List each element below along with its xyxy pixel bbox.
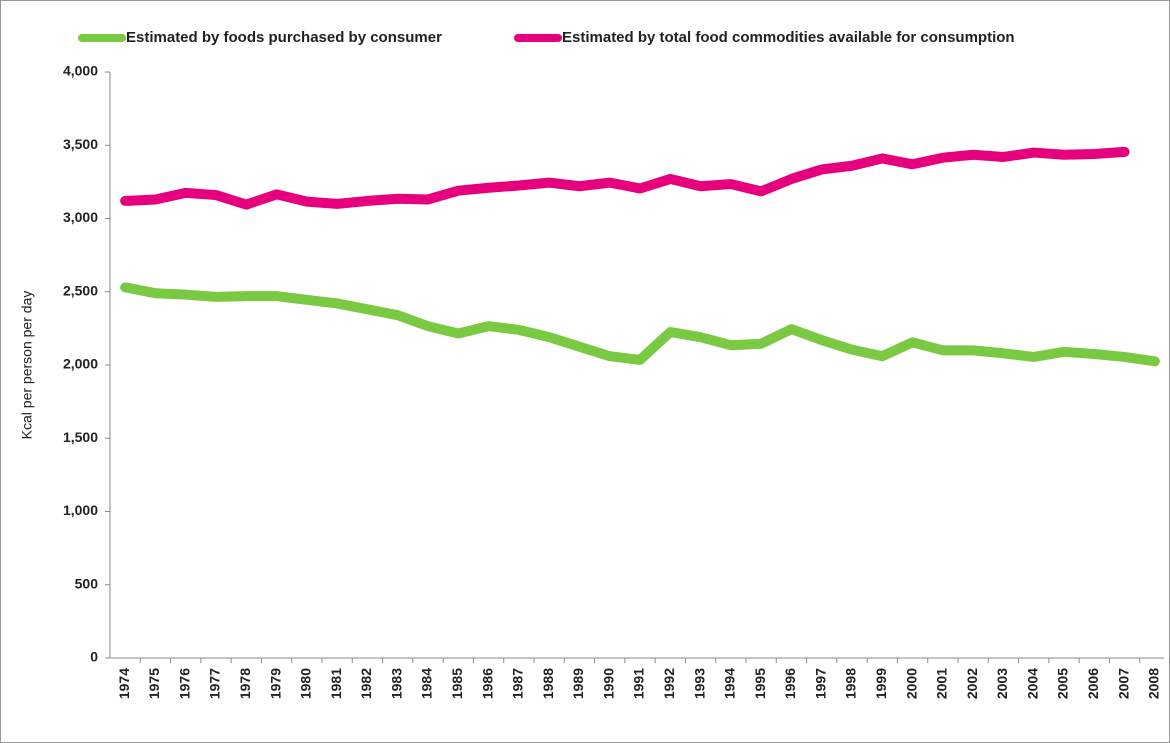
x-tick-label: 1996 — [782, 668, 798, 699]
x-tick-label: 1988 — [540, 668, 556, 699]
y-tick-label: 1,000 — [63, 502, 98, 518]
x-tick-label: 2008 — [1146, 668, 1162, 699]
x-tick-label: 1997 — [812, 668, 828, 699]
x-tick-label: 1989 — [570, 668, 586, 699]
x-tick-label: 2003 — [994, 668, 1010, 699]
x-tick-label: 1985 — [449, 668, 465, 699]
x-tick-label: 1991 — [631, 668, 647, 699]
y-tick-label: 2,000 — [63, 356, 98, 372]
x-tick-label: 1987 — [510, 668, 526, 699]
x-tick-label: 2007 — [1115, 668, 1131, 699]
x-tick-label: 2000 — [903, 668, 919, 699]
x-tick-label: 1976 — [176, 668, 192, 699]
y-tick-label: 500 — [75, 575, 99, 591]
x-tick-label: 1981 — [328, 668, 344, 699]
x-tick-label: 1990 — [600, 668, 616, 699]
series-line — [120, 282, 1160, 367]
y-tick-label: 3,000 — [63, 209, 98, 225]
series-line — [120, 146, 1130, 210]
x-tick-label: 2004 — [1024, 668, 1040, 699]
x-tick-label: 1980 — [298, 668, 314, 699]
x-tick-label: 2002 — [964, 668, 980, 699]
y-axis-label: Kcal per person per day — [19, 291, 35, 440]
y-tick-label: 0 — [90, 649, 98, 665]
x-tick-label: 1979 — [267, 668, 283, 699]
y-tick-label: 3,500 — [63, 136, 98, 152]
x-tick-label: 2001 — [934, 668, 950, 699]
x-tick-label: 1978 — [237, 668, 253, 699]
x-tick-label: 1994 — [722, 668, 738, 699]
x-tick-label: 1998 — [843, 668, 859, 699]
x-tick-label: 1992 — [661, 668, 677, 699]
x-tick-label: 1975 — [146, 668, 162, 699]
y-tick-label: 4,000 — [63, 63, 98, 79]
x-tick-label: 1986 — [479, 668, 495, 699]
x-tick-label: 1993 — [691, 668, 707, 699]
y-tick-label: 2,500 — [63, 282, 98, 298]
x-tick-label: 1999 — [873, 668, 889, 699]
legend-label: Estimated by foods purchased by consumer — [126, 29, 442, 46]
x-tick-label: 2005 — [1055, 668, 1071, 699]
x-tick-label: 1977 — [207, 668, 223, 699]
x-tick-label: 1982 — [358, 668, 374, 699]
x-tick-label: 1983 — [388, 668, 404, 699]
x-tick-label: 1974 — [116, 668, 132, 699]
y-tick-label: 1,500 — [63, 429, 98, 445]
legend-label: Estimated by total food commodities avai… — [562, 29, 1015, 46]
x-tick-label: 1984 — [419, 668, 435, 699]
x-tick-label: 2006 — [1085, 668, 1101, 699]
x-tick-label: 1995 — [752, 668, 768, 699]
